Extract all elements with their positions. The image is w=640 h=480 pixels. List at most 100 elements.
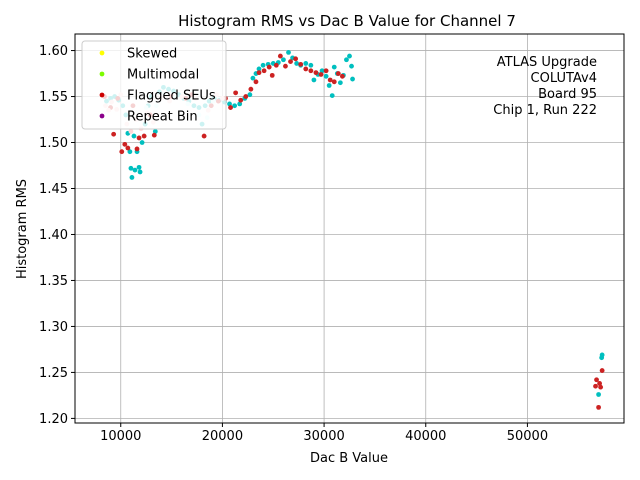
data-point <box>286 49 291 55</box>
data-point <box>326 83 332 88</box>
data-point <box>227 101 232 107</box>
data-point <box>139 140 145 145</box>
data-point <box>129 175 135 180</box>
x-axis-ticks: 10000 20000 30000 40000 50000 <box>100 423 548 444</box>
data-point <box>247 92 253 98</box>
data-point <box>594 377 599 383</box>
data-point <box>329 93 335 99</box>
y-tick-label: 1.55 <box>39 90 68 105</box>
x-tick-label: 10000 <box>100 429 141 444</box>
data-point <box>313 70 319 76</box>
legend-label: Skewed <box>127 47 177 62</box>
data-point <box>349 63 354 69</box>
data-point <box>122 141 128 147</box>
x-tick-label: 50000 <box>507 429 548 444</box>
data-point <box>598 384 604 390</box>
y-tick-label: 1.30 <box>39 320 68 335</box>
data-point <box>344 57 349 63</box>
data-point <box>119 149 125 155</box>
data-point <box>111 131 117 137</box>
y-tick-label: 1.45 <box>39 182 68 197</box>
data-point <box>266 64 272 70</box>
data-point <box>277 53 283 59</box>
data-point <box>238 97 244 103</box>
x-tick-label: 30000 <box>303 429 344 444</box>
data-point <box>141 133 147 139</box>
data-point <box>261 68 267 74</box>
data-point <box>347 53 352 59</box>
data-point <box>128 129 134 134</box>
data-point <box>134 146 140 152</box>
data-point <box>233 90 239 96</box>
data-point <box>319 68 325 74</box>
legend-label: Flagged SEUs <box>127 89 216 104</box>
data-point <box>337 80 343 86</box>
data-point <box>593 383 598 389</box>
data-point <box>308 62 314 68</box>
data-point <box>248 86 254 92</box>
legend-label: Repeat Bin <box>127 110 198 125</box>
data-point <box>281 57 286 63</box>
annotation-line: Chip 1, Run 222 <box>493 103 597 118</box>
data-point <box>131 133 137 139</box>
chart-title: Histogram RMS vs Dac B Value for Channel… <box>178 12 516 30</box>
grid-lines <box>75 34 624 423</box>
data-point <box>303 61 309 66</box>
data-point <box>128 165 134 171</box>
legend: Skewed Multimodal Flagged SEUs Repeat Bin <box>81 40 227 130</box>
legend-marker <box>99 92 105 98</box>
data-point <box>243 94 249 99</box>
legend-label: Multimodal <box>127 68 199 83</box>
data-point <box>323 73 329 79</box>
data-point <box>201 133 207 139</box>
data-point <box>294 61 300 66</box>
data-point <box>269 72 275 78</box>
data-point <box>132 167 138 173</box>
y-axis-ticks: 1.20 1.25 1.30 1.35 1.40 1.45 1.50 1.55 1.60 <box>39 44 75 427</box>
data-point <box>350 76 355 82</box>
legend-marker <box>99 113 105 119</box>
annotation-line: COLUTAv4 <box>531 71 597 86</box>
x-tick-label: 20000 <box>202 429 243 444</box>
data-point <box>152 129 158 134</box>
data-point <box>232 103 238 109</box>
data-point <box>125 145 131 151</box>
data-point <box>298 61 304 67</box>
data-point <box>596 392 601 397</box>
plot-frame <box>74 33 625 424</box>
y-tick-label: 1.50 <box>39 136 68 151</box>
data-point <box>136 164 142 170</box>
y-tick-label: 1.20 <box>39 412 68 427</box>
data-point <box>288 59 293 64</box>
data-point <box>136 135 142 141</box>
data-point <box>260 62 266 68</box>
annotation-line: ATLAS Upgrade <box>497 55 597 70</box>
y-tick-label: 1.60 <box>39 44 68 59</box>
data-point <box>335 71 341 76</box>
data-point <box>311 77 317 83</box>
legend-box <box>81 40 227 130</box>
legend-marker <box>99 71 105 77</box>
data-point <box>256 66 262 72</box>
data-point <box>256 70 262 76</box>
data-point <box>293 56 299 62</box>
y-tick-label: 1.25 <box>39 366 68 381</box>
data-point <box>250 75 256 81</box>
data-point <box>327 77 333 83</box>
data-point <box>228 105 233 110</box>
data-point <box>599 368 605 373</box>
data-point <box>283 63 288 69</box>
data-point <box>597 381 602 386</box>
data-point <box>137 169 143 175</box>
data-point <box>599 352 605 358</box>
data-point <box>127 149 133 155</box>
annotation-line: Board 95 <box>538 87 597 102</box>
data-point <box>318 72 324 77</box>
y-tick-label: 1.40 <box>39 228 68 243</box>
x-tick-label: 40000 <box>405 429 446 444</box>
data-point <box>273 62 279 68</box>
y-tick-label: 1.35 <box>39 274 68 289</box>
data-point <box>331 64 337 70</box>
